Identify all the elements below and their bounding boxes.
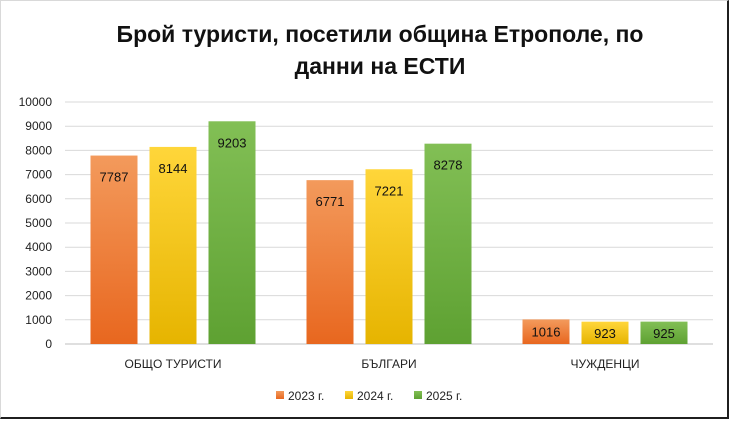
- bar: [149, 146, 197, 344]
- y-axis: 0 1000 2000 3000 4000 5000 6000 7000 8000 9000 100…: [19, 95, 53, 351]
- y-tick-label: 8000: [25, 143, 52, 157]
- bar: [640, 321, 688, 344]
- y-tick-label: 4000: [25, 240, 52, 254]
- bar: [306, 180, 354, 344]
- data-label: 6771: [316, 194, 345, 209]
- legend-swatch: [345, 391, 353, 399]
- bar: [90, 155, 138, 344]
- y-tick-label: 9000: [25, 119, 52, 133]
- legend-label: 2025 г.: [426, 389, 462, 403]
- y-tick-label: 7000: [25, 168, 52, 182]
- bar: [365, 169, 413, 344]
- legend: 2023 г. 2024 г. 2025 г.: [276, 389, 462, 403]
- x-category-label: ЧУЖДЕНЦИ: [571, 357, 640, 371]
- y-tick-label: 1000: [25, 313, 52, 327]
- legend-swatch: [276, 391, 284, 399]
- y-tick-label: 5000: [25, 216, 52, 230]
- y-tick-label: 10000: [19, 95, 53, 109]
- bar: [581, 321, 629, 344]
- data-label: 8278: [434, 158, 463, 173]
- data-label: 7787: [100, 170, 129, 185]
- data-label: 9203: [218, 135, 247, 150]
- chart-title-line2: данни на ЕСТИ: [294, 53, 466, 79]
- bar: [208, 121, 256, 344]
- y-tick-label: 0: [45, 337, 52, 351]
- y-tick-label: 2000: [25, 289, 52, 303]
- legend-label: 2024 г.: [357, 389, 393, 403]
- data-label: 7221: [375, 183, 404, 198]
- data-label: 1016: [532, 325, 561, 340]
- data-label: 8144: [159, 161, 188, 176]
- x-category-label: ОБЩО ТУРИСТИ: [125, 357, 222, 371]
- y-tick-label: 3000: [25, 264, 52, 278]
- y-tick-label: 6000: [25, 192, 52, 206]
- bars: [90, 121, 688, 344]
- data-label: 925: [653, 326, 675, 341]
- x-category-label: БЪЛГАРИ: [361, 357, 416, 371]
- chart-title: Брой туристи, посетили община Етрополе, …: [60, 18, 700, 82]
- bar: [522, 319, 570, 344]
- bar: [424, 143, 472, 344]
- x-axis: ОБЩО ТУРИСТИ БЪЛГАРИ ЧУЖДЕНЦИ: [125, 357, 640, 371]
- data-label: 923: [594, 326, 616, 341]
- data-labels: 7787 8144 9203 6771 7221 8278 1016 923 925: [100, 135, 675, 341]
- legend-swatch: [414, 391, 422, 399]
- legend-label: 2023 г.: [288, 389, 324, 403]
- chart-title-line1: Брой туристи, посетили община Етрополе, …: [116, 21, 644, 47]
